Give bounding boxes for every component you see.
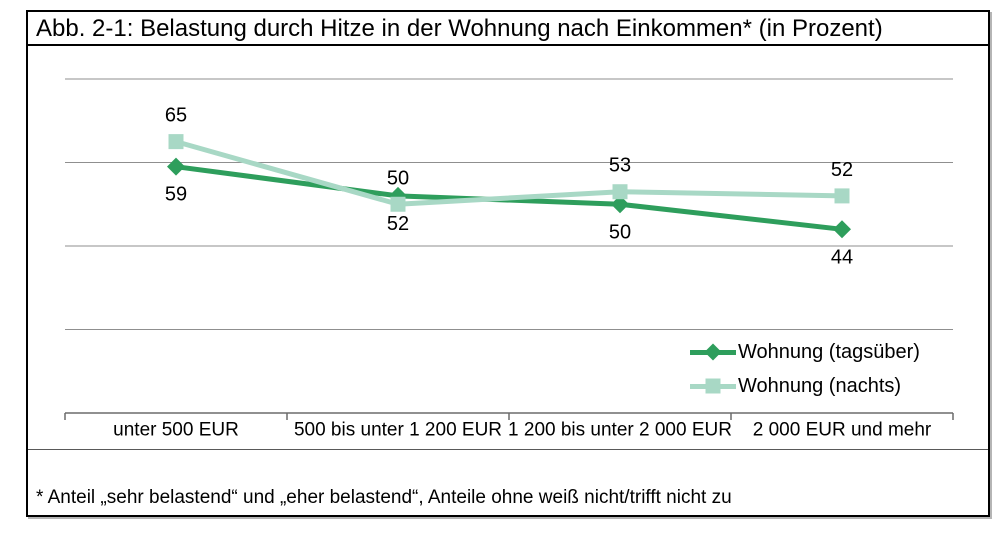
series-marker-diamond	[833, 220, 851, 239]
series-marker-diamond	[167, 157, 185, 176]
chart-canvas: 59 52 50 44 65 50 53 52 unter 500 EUR 500 bis unt…	[64, 78, 954, 441]
series-marker-square	[612, 184, 628, 200]
figure-box: Abb. 2-1: Belastung durch Hitze in der W…	[26, 10, 990, 517]
series-marker-square	[834, 188, 850, 204]
legend-item-tagsueber: Wohnung (tagsüber)	[690, 340, 920, 363]
series-marker-square	[390, 196, 406, 212]
data-label: 50	[387, 167, 409, 189]
legend-line-icon	[690, 378, 736, 394]
data-label: 65	[165, 105, 187, 127]
data-label: 53	[609, 155, 631, 177]
series-line-1	[173, 139, 845, 207]
x-axis-label: unter 500 EUR	[113, 420, 239, 441]
legend-item-nachts: Wohnung (nachts)	[690, 374, 920, 397]
data-label: 59	[165, 184, 187, 206]
figure-title: Abb. 2-1: Belastung durch Hitze in der W…	[28, 12, 988, 46]
legend-line-icon	[690, 343, 736, 361]
x-axis-label: 500 bis unter 1 200 EUR	[294, 420, 502, 441]
series-marker-square	[168, 134, 184, 150]
data-label: 52	[831, 159, 853, 181]
diamond-marker-icon	[704, 343, 722, 361]
data-label: 50	[609, 221, 631, 243]
data-label: 52	[387, 213, 409, 235]
legend-label-tagsueber: Wohnung (tagsüber)	[738, 340, 920, 363]
x-axis-label: 2 000 EUR und mehr	[753, 420, 932, 441]
chart-legend: Wohnung (tagsüber) Wohnung (nachts)	[690, 340, 920, 397]
data-label: 44	[831, 246, 853, 268]
series-marker-diamond	[611, 195, 629, 214]
legend-label-nachts: Wohnung (nachts)	[738, 374, 902, 397]
square-marker-icon	[705, 378, 721, 394]
chart-area: 59 52 50 44 65 50 53 52 unter 500 EUR 500 bis unt…	[28, 46, 988, 450]
x-axis-label: 1 200 bis unter 2 000 EUR	[508, 420, 732, 441]
figure-footnote: * Anteil „sehr belastend“ und „eher bela…	[36, 487, 732, 508]
